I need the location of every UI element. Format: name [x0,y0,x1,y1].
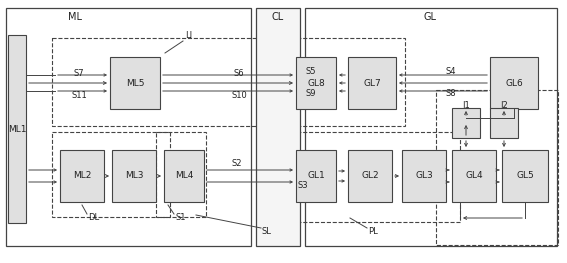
Text: I1: I1 [462,100,470,109]
Bar [256,8,300,246]
Bar [452,150,496,202]
Bar [8,35,26,223]
Bar [490,108,518,138]
Bar [285,132,460,222]
Text: PL: PL [368,227,378,236]
Text: ML2: ML2 [73,171,91,180]
Bar [348,150,392,202]
Bar [452,108,480,138]
Text: ML1: ML1 [8,124,26,134]
Text: S10: S10 [232,92,248,100]
Text: GL5: GL5 [516,171,534,180]
Text: GL3: GL3 [415,171,433,180]
Bar [110,57,160,109]
Bar [502,150,548,202]
Text: ML: ML [68,12,82,22]
Text: ML4: ML4 [175,171,193,180]
Bar [296,57,336,109]
Text: S5: S5 [305,68,315,77]
Text: S1: S1 [175,214,185,222]
Bar [112,150,156,202]
Text: ML3: ML3 [125,171,143,180]
Bar [164,150,204,202]
Bar [52,38,257,126]
Text: LI: LI [185,32,192,41]
Bar [52,132,170,217]
Text: DL: DL [88,214,99,222]
Text: GL8: GL8 [307,78,325,88]
Text: I2: I2 [500,100,508,109]
Bar [402,150,446,202]
Text: GL7: GL7 [363,78,381,88]
Text: S11: S11 [72,92,88,100]
Text: GL1: GL1 [307,171,325,180]
Bar [156,132,206,217]
Text: GL: GL [424,12,437,22]
Text: S8: S8 [445,89,456,99]
Text: S4: S4 [445,68,455,77]
Bar [348,57,396,109]
Text: GL4: GL4 [465,171,483,180]
Bar [60,150,104,202]
Text: CL: CL [272,12,284,22]
Bar [436,90,558,245]
Text: ML5: ML5 [126,78,144,88]
Text: GL6: GL6 [505,78,523,88]
Text: S6: S6 [234,69,244,78]
Text: S9: S9 [305,89,315,99]
Text: SL: SL [262,227,272,236]
Text: GL2: GL2 [361,171,379,180]
Bar [490,57,538,109]
Bar [305,8,557,246]
Bar [296,150,336,202]
Text: S3: S3 [298,181,308,190]
Bar [285,38,405,126]
Text: S7: S7 [74,69,84,78]
Text: S2: S2 [232,159,243,168]
Bar [6,8,251,246]
